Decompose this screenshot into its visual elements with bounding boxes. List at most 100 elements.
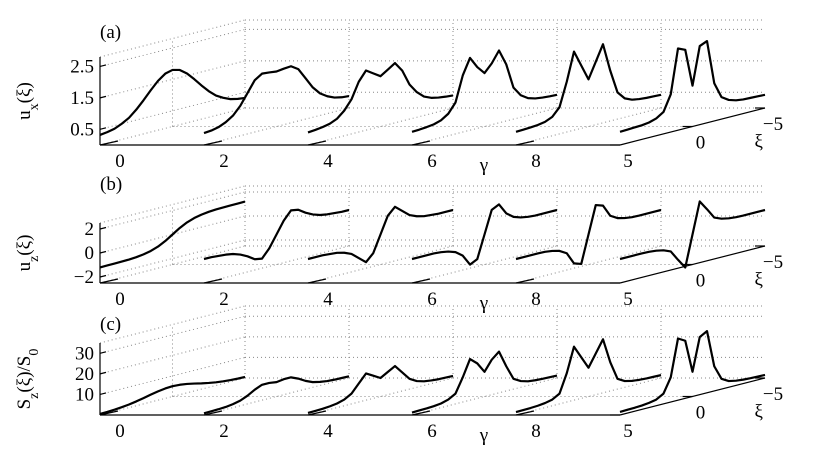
grid-line [515,107,662,146]
y-axis-label-part: u [14,261,35,271]
curve [307,61,454,134]
x-tick-label: 6 [427,421,437,442]
curve [411,203,558,266]
grid-line [307,245,454,284]
x-tick [307,410,327,416]
panel-label: (c) [100,314,121,335]
y-tick [99,351,107,354]
x-tick [411,278,431,284]
curve [619,329,766,413]
z-tick-label: 5 [623,151,633,172]
y-tick-label: −2 [74,267,94,288]
curve [203,208,350,261]
y-tick [99,127,107,130]
grid-line [99,239,246,278]
curve [307,205,454,264]
curve [99,200,246,269]
x-tick [411,140,431,146]
x-tick-label: 2 [219,151,229,172]
curve [99,68,246,136]
y-axis-label-part: z [27,393,42,399]
grid-line [99,305,246,344]
panel-label: (a) [100,22,121,43]
y-tick-label: 0.5 [70,119,94,140]
curve [619,200,766,269]
z-axis-label: ξ [755,131,764,152]
x-tick [307,140,327,146]
y-tick-label: 2 [85,219,95,240]
z-tick-label: −5 [763,384,783,405]
x-tick-label: 6 [427,151,437,172]
curve [203,375,350,415]
y-axis-label-part: (ξ) [14,82,35,103]
x-tick [99,410,119,416]
grid-line [203,245,350,284]
curve [515,43,662,133]
y-tick [99,64,107,68]
z-tick-label: 0 [696,133,706,154]
x-tick [203,278,223,284]
y-tick [99,226,107,230]
grid-line [99,336,246,375]
grid-line [307,377,454,416]
grid-line [411,245,558,284]
y-axis-label-part: x [27,103,42,110]
x-tick-label: 8 [531,151,541,172]
z-axis-label: ξ [755,401,764,422]
z-tick-label: 0 [696,271,706,292]
y-axis-label-part: (ξ) [14,235,35,256]
y-tick-label: 20 [75,364,94,385]
grid-line [99,19,246,58]
grid-line [99,60,246,99]
y-axis-label-part: 0 [27,349,42,356]
curve [307,364,454,414]
y-axis-label-part: z [27,256,42,262]
grid-line [99,377,246,416]
x-tick-label: 8 [531,289,541,310]
grid-line [203,107,350,146]
grid-line [99,315,246,354]
y-axis-label: uz(ξ) [14,235,42,272]
x-tick [99,140,119,146]
grid-line [99,28,246,67]
grid-line [203,377,350,416]
x-tick [203,410,223,416]
grid-line [99,245,246,284]
grid-line [99,185,246,224]
x-tick-label: 6 [427,289,437,310]
curve [99,375,246,416]
curve [411,350,558,414]
y-axis-label: Sz(ξ)/S0 [14,349,42,410]
x-tick [99,278,119,284]
x-tick-label: 4 [323,151,333,172]
x-tick-label: 2 [219,421,229,442]
x-tick-label: 0 [115,151,125,172]
x-tick-label: 0 [115,421,125,442]
grid-line [515,245,662,284]
y-tick-label: 10 [75,384,94,405]
x-tick-label: 4 [323,421,333,442]
x-tick [515,410,535,416]
grid-line [99,356,246,395]
y-axis-label-part: S [14,399,35,410]
z-tick-label: 5 [623,289,633,310]
y-tick-label: 30 [75,343,94,364]
y-axis-label: ux(ξ) [14,82,42,120]
curve [203,65,350,135]
y-tick [99,274,107,278]
x-axis-label: γ [479,293,488,314]
x-tick-label: 2 [219,289,229,310]
y-axis-label-part: u [14,110,35,120]
x-tick [307,278,327,284]
grid-line [411,107,558,146]
z-tick-label: 0 [696,403,706,424]
x-tick-label: 8 [531,421,541,442]
y-tick-label: 1.5 [70,88,94,109]
grid-line [99,107,246,146]
x-tick [515,278,535,284]
grid-line [411,377,558,416]
x-axis-label: γ [479,155,488,176]
z-axis-label: ξ [755,269,764,290]
x-axis-label: γ [479,425,488,446]
curve [411,49,558,133]
